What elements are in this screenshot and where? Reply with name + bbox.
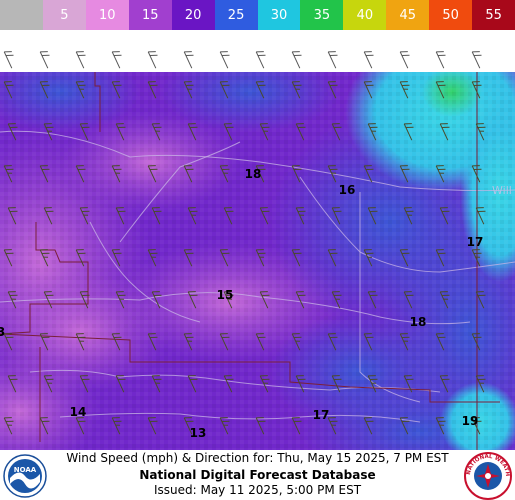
- legend-swatch: 20: [171, 0, 215, 30]
- legend-swatch: 15: [128, 0, 172, 30]
- legend-swatch: 35: [300, 0, 344, 30]
- speed-label: 14: [69, 405, 87, 419]
- wind-barb-row: [0, 30, 515, 72]
- speed-label: 18: [409, 315, 427, 329]
- color-legend: 5 10 15 20 25 30 35 40 45 50 55: [0, 0, 515, 30]
- forecast-caption: Wind Speed (mph) & Direction for: Thu, M…: [66, 451, 449, 465]
- issued-date: Issued: May 11 2025, 5:00 PM EST: [153, 483, 362, 497]
- nws-logo-icon: NATIONAL WEATHER SERVICE: [464, 452, 512, 500]
- speed-label: 3: [0, 325, 6, 339]
- legend-swatch: 50: [429, 0, 473, 30]
- legend-swatch: 55: [472, 0, 515, 30]
- map-footer: Wind Speed (mph) & Direction for: Thu, M…: [0, 450, 515, 500]
- speed-label: 13: [189, 426, 207, 440]
- city-label: Will: [492, 184, 512, 197]
- legend-swatch: [0, 0, 43, 30]
- speed-label: 19: [461, 414, 479, 428]
- speed-label: 18: [244, 167, 262, 181]
- speed-label: 15: [216, 288, 234, 302]
- database-title: National Digital Forecast Database: [139, 468, 376, 482]
- legend-swatch: 10: [85, 0, 129, 30]
- legend-swatch: 5: [42, 0, 86, 30]
- legend-swatch: 25: [214, 0, 258, 30]
- legend-swatch: 40: [343, 0, 387, 30]
- legend-swatch: 45: [386, 0, 430, 30]
- wind-speed-map: Will: [0, 32, 515, 482]
- noaa-logo-icon: NOAA: [3, 454, 47, 498]
- legend-swatch: 30: [257, 0, 301, 30]
- speed-label: 17: [312, 408, 330, 422]
- speed-label: 17: [466, 235, 484, 249]
- speed-label: 16: [338, 183, 356, 197]
- noaa-logo-text: NOAA: [14, 466, 37, 474]
